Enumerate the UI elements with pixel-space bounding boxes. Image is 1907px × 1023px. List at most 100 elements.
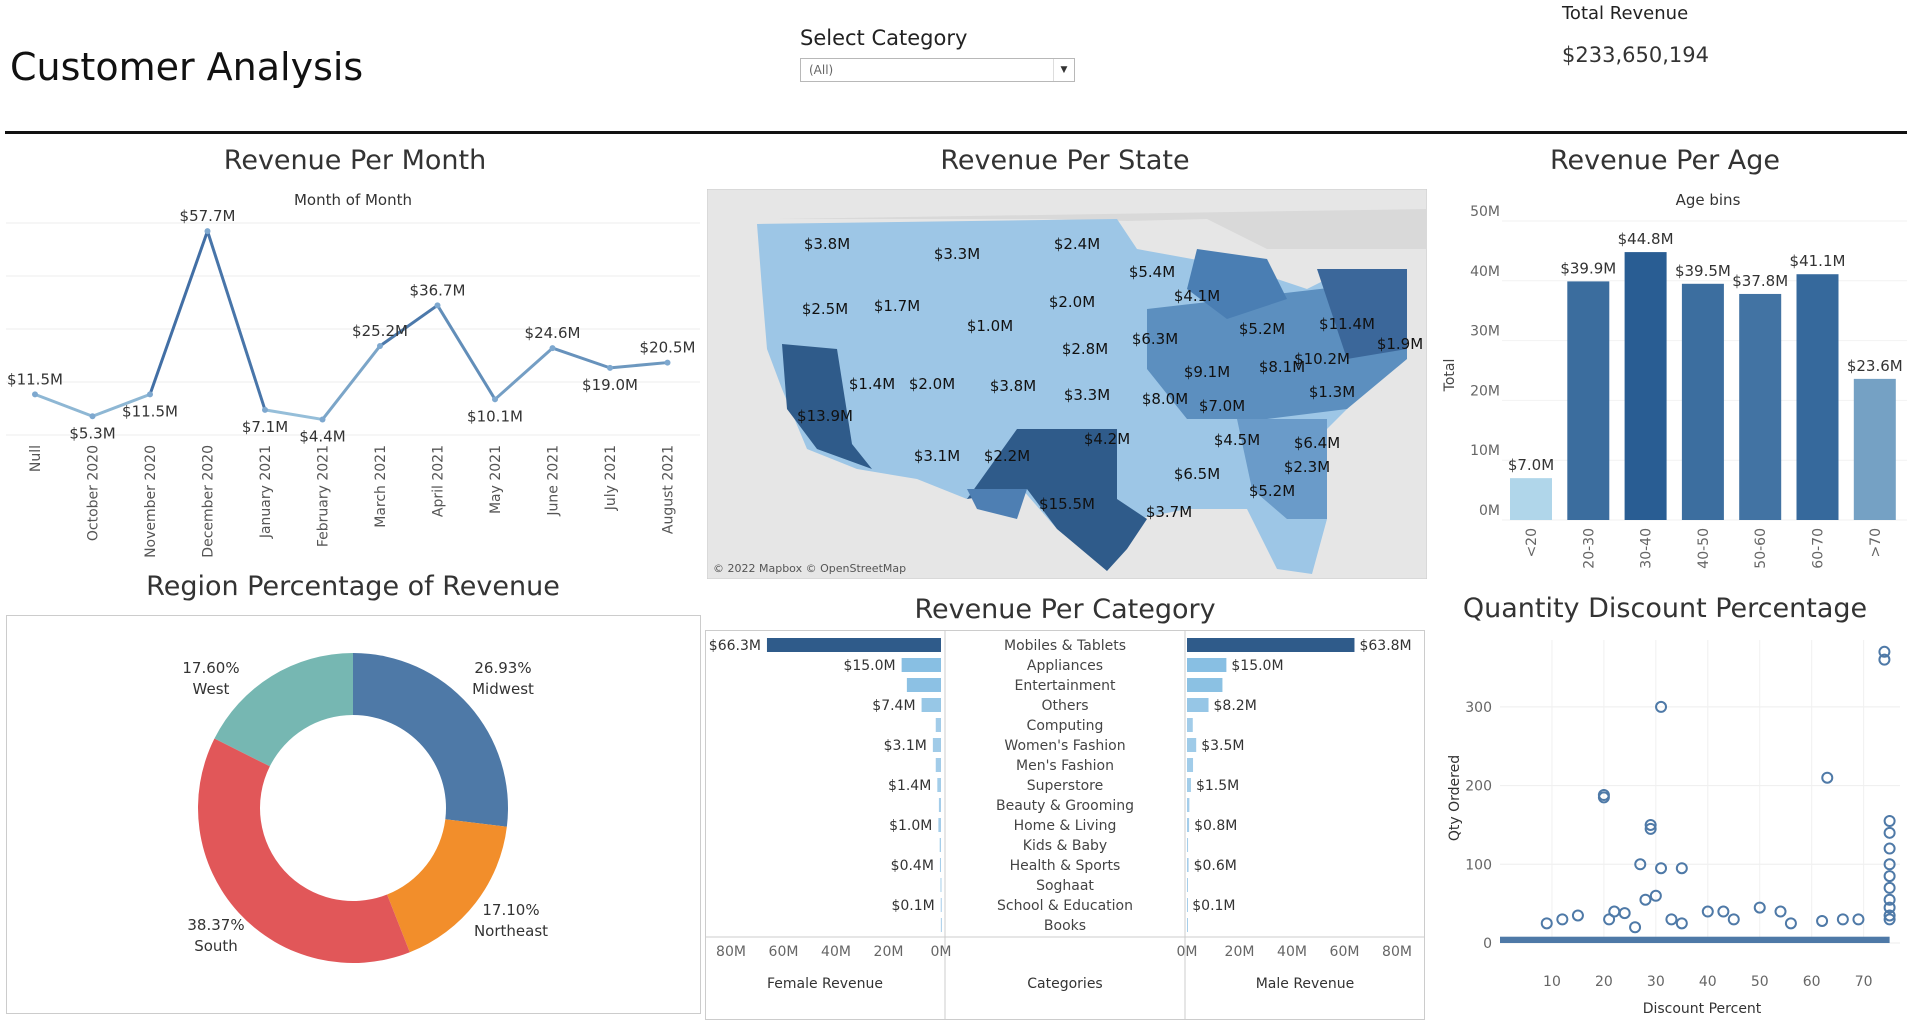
state-value-label: $6.3M	[1132, 330, 1178, 348]
age-tick-label: <20	[1524, 528, 1540, 558]
scatter-xtick-label: 30	[1647, 974, 1665, 990]
female-bar	[938, 818, 941, 832]
region-slice-name: South	[194, 937, 238, 955]
male-bar	[1187, 738, 1197, 752]
age-yaxis-title: Total	[1442, 359, 1458, 393]
scatter-point	[1675, 862, 1688, 875]
region-panel	[6, 615, 701, 1014]
discount-chart-title: Quantity Discount Percentage	[1462, 593, 1868, 624]
state-value-label: $2.0M	[909, 375, 955, 393]
scatter-point	[1836, 913, 1849, 926]
month-point	[319, 416, 326, 423]
scatter-xtick-label: 60	[1803, 974, 1821, 990]
category-label: Mobiles & Tablets	[1004, 638, 1126, 654]
revenue-per-category-chart: Mobiles & Tablets $66.3M $63.8M Appliances $…	[705, 630, 1425, 1020]
male-bar	[1187, 918, 1188, 932]
age-tick-label: 50-60	[1753, 528, 1769, 569]
month-tick-label: August 2021	[661, 445, 677, 534]
state-value-label: $1.0M	[967, 317, 1013, 335]
male-bar	[1187, 638, 1355, 652]
female-bar	[939, 838, 941, 852]
scatter-point	[1717, 905, 1730, 918]
scatter-point	[1753, 901, 1766, 914]
male-data-label: $0.6M	[1194, 858, 1237, 874]
month-point	[434, 302, 441, 309]
female-tick-label: 0M	[931, 944, 952, 960]
month-point	[147, 391, 153, 398]
age-ytick-label: 20M	[1470, 383, 1500, 399]
age-bar	[1681, 283, 1724, 520]
age-tick-label: 30-40	[1639, 528, 1655, 569]
scatter-xtick-label: 10	[1543, 974, 1561, 990]
state-chart-title: Revenue Per State	[940, 145, 1190, 176]
female-bar	[938, 798, 941, 812]
female-tick-label: 80M	[716, 944, 746, 960]
scatter-point	[1629, 921, 1642, 934]
chevron-down-icon[interactable]: ▼	[1053, 59, 1074, 81]
month-tick-label: June 2021	[546, 445, 562, 517]
female-bar	[921, 698, 941, 712]
age-tick-label: 20-30	[1581, 528, 1597, 569]
male-tick-label: 60M	[1330, 944, 1360, 960]
state-value-label: $7.0M	[1199, 397, 1245, 415]
scatter-point	[1883, 893, 1896, 906]
region-slice-name: West	[193, 680, 230, 698]
scatter-point	[1655, 862, 1668, 875]
month-data-label: $36.7M	[410, 281, 466, 299]
female-bar	[901, 658, 941, 672]
male-bar	[1187, 758, 1194, 772]
scatter-point	[1878, 645, 1891, 658]
month-data-label: $19.0M	[582, 376, 638, 394]
month-data-label: $20.5M	[640, 339, 696, 357]
month-line-segment	[552, 346, 611, 370]
female-tick-label: 60M	[769, 944, 799, 960]
month-tick-label: December 2020	[201, 445, 217, 558]
female-bar	[940, 918, 942, 932]
state-value-label: $2.5M	[802, 300, 848, 318]
female-data-label: $66.3M	[709, 638, 761, 654]
state-value-label: $13.9M	[797, 407, 853, 425]
category-dropdown[interactable]: (All) ▼	[800, 58, 1075, 82]
header-divider	[5, 131, 1907, 134]
state-value-label: $2.0M	[1049, 293, 1095, 311]
age-ytick-label: 10M	[1470, 443, 1500, 459]
male-bar	[1187, 718, 1193, 732]
female-data-label: $3.1M	[884, 738, 927, 754]
month-tick-label: May 2021	[488, 445, 504, 514]
scatter-xtick-label: 20	[1595, 974, 1613, 990]
state-value-label: $5.2M	[1239, 320, 1285, 338]
scatter-point	[1644, 822, 1657, 835]
state-value-label: $9.1M	[1184, 363, 1230, 381]
map-attribution: © 2022 Mapbox © OpenStreetMap	[713, 562, 907, 575]
state-value-label: $4.2M	[1084, 430, 1130, 448]
month-data-label: $4.4M	[299, 427, 345, 445]
state-value-label: $2.8M	[1062, 340, 1108, 358]
scatter-point	[1701, 905, 1714, 918]
male-bar	[1187, 838, 1189, 852]
state-value-label: $3.3M	[934, 245, 980, 263]
scatter-point	[1540, 917, 1553, 930]
quantity-discount-scatter: 0 100 200 300 10 20 30 40 50 60 70 Discount Percent…	[1447, 640, 1900, 1017]
state-value-label: $5.2M	[1249, 482, 1295, 500]
category-label: Entertainment	[1014, 678, 1116, 694]
scatter-point	[1883, 901, 1896, 914]
female-bar	[939, 858, 941, 872]
month-point	[549, 345, 556, 352]
month-point	[204, 228, 211, 235]
category-dropdown-value: (All)	[809, 63, 834, 77]
age-tick-label: 60-70	[1811, 528, 1827, 569]
age-data-label: $7.0M	[1508, 456, 1554, 474]
age-bar	[1624, 252, 1667, 520]
month-line-segment	[609, 361, 668, 370]
revenue-per-month-chart: Month of Month $11.5M Null $5.3M October 202…	[6, 191, 700, 558]
month-tick-label: February 2021	[316, 445, 332, 547]
state-value-label: $15.5M	[1039, 495, 1095, 513]
month-data-label: $24.6M	[525, 324, 581, 342]
category-label: Superstore	[1027, 778, 1103, 794]
state-value-label: $3.7M	[1146, 503, 1192, 521]
scatter-point	[1634, 858, 1647, 871]
scatter-point	[1878, 653, 1891, 666]
category-label: Kids & Baby	[1023, 838, 1107, 854]
male-bar	[1187, 798, 1190, 812]
scatter-xtick-label: 70	[1855, 974, 1873, 990]
